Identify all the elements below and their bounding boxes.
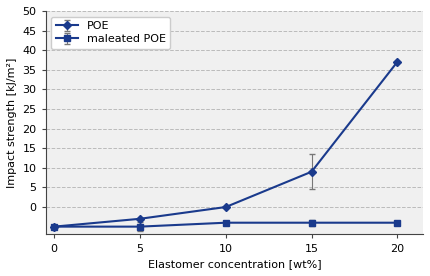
Y-axis label: Impact strength [kJ/m²]: Impact strength [kJ/m²] [7,57,17,188]
X-axis label: Elastomer concentration [wt%]: Elastomer concentration [wt%] [147,259,321,269]
Legend: POE, maleated POE: POE, maleated POE [51,17,170,49]
